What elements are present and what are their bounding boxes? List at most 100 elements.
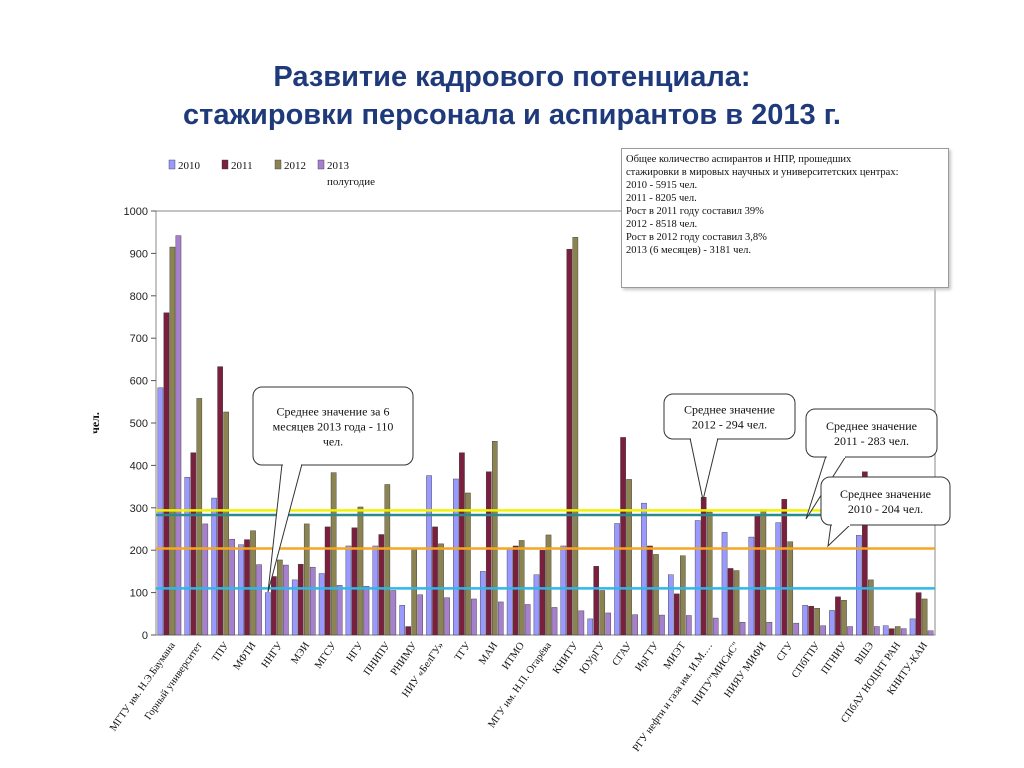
legend-swatch [274,159,282,170]
bar-2013 [900,628,907,636]
bar-2010 [318,573,325,636]
info-line: Общее количество аспирантов и НПР, проше… [626,154,852,165]
bar-2010 [345,545,352,636]
bar-2010 [372,545,379,636]
title-line-2: стажировки персонала и аспирантов в 2013… [183,99,841,131]
category-label: НГУ [345,640,366,664]
bar-2012 [841,600,847,636]
y-tick-label: 400 [130,460,148,472]
bar-2010 [829,610,835,636]
callout-text: месяцев 2013 года - 110 [273,420,394,434]
callout-text: чел. [323,435,343,449]
bar-2010 [721,532,728,636]
category-label: МГСУ [313,640,339,671]
bar-2010 [184,477,191,636]
bar-2012 [599,590,606,636]
bar-2012 [572,237,579,636]
bar-2012 [303,523,310,636]
bar-2011 [700,497,707,636]
y-tick-label: 800 [130,291,148,303]
category-label: КНИТУ [551,640,581,676]
info-line: Рост в 2012 году составил 3,8% [626,232,767,243]
info-line: 2013 (6 месяцев) - 3181 чел. [626,245,751,256]
y-tick-label: 900 [130,248,148,260]
bar-2010 [668,574,674,636]
bar-2011 [324,526,331,636]
bar-2012 [921,598,928,636]
info-line: 2011 - 8205 чел. [626,193,697,204]
bar-2011 [620,437,626,636]
bar-2011 [190,452,197,636]
bar-2013 [605,612,612,636]
bar-2012 [277,559,283,636]
bar-2010 [882,625,889,636]
bar-2010 [694,520,701,636]
bar-2011 [727,568,734,636]
bar-2010 [453,478,459,636]
y-tick-label: 500 [130,418,148,430]
bar-2010 [211,497,217,636]
bar-2013 [175,235,182,636]
bar-2010 [856,535,862,636]
category-label: СПбГПУ [790,640,823,680]
bar-2011 [432,526,438,636]
bar-2012 [465,492,471,636]
callout-text: 2010 - 204 чел. [848,502,923,516]
bar-2013 [390,590,397,636]
bar-2013 [659,614,665,636]
bar-2010 [506,547,513,636]
y-axis-label: чел. [88,412,102,434]
category-label: МФТИ [232,640,259,672]
category-label: ННГУ [260,640,286,670]
bar-2012 [680,555,686,636]
bar-2011 [539,550,546,636]
bar-2012 [733,570,740,636]
bar-2010 [238,544,244,636]
info-line: 2010 - 5915 чел. [626,180,698,191]
bar-2010 [533,574,540,636]
info-line: Рост в 2011 году составил 39% [626,206,764,217]
bar-2010 [909,618,916,636]
bar-2012 [250,530,256,636]
bar-2011 [405,626,411,636]
category-label: МАИ [477,640,500,667]
bar-2011 [378,534,385,636]
y-tick-label: 0 [142,630,148,642]
bar-2013 [309,566,316,636]
bar-2010 [560,545,567,636]
legend-swatch [317,159,325,170]
bar-2010 [399,605,405,636]
callout-text: 2011 - 283 чел. [834,434,909,448]
category-label: ЮУрГУ [578,640,608,676]
bar-2013 [229,538,235,636]
bar-2010 [802,605,808,636]
bar-2013 [283,564,289,636]
bar-2013 [551,607,558,636]
bar-2011 [808,605,814,636]
bar-2013 [712,617,719,636]
category-label: ВШЭ [853,640,876,666]
callout-box [252,386,414,466]
bar-2013 [766,622,773,636]
bar-2013 [874,626,880,636]
callout-text: Среднее значение [840,487,931,501]
legend-label: полугодие [327,176,375,188]
bar-2010 [479,571,486,636]
bar-2013 [256,564,262,636]
legend-label: 2013 [327,160,350,172]
slide-title: Развитие кадрового потенциала: стажировк… [0,58,1024,134]
bar-2013 [497,601,504,636]
bar-2013 [739,622,746,636]
bar-2012 [814,608,820,636]
bar-2013 [202,523,209,636]
bar-2013 [927,630,934,636]
legend-swatch [168,159,176,170]
bar-2012 [545,534,552,636]
bar-2013 [336,585,343,636]
bar-2011 [459,452,465,636]
bar-2011 [835,596,841,636]
bar-2013 [471,598,477,636]
